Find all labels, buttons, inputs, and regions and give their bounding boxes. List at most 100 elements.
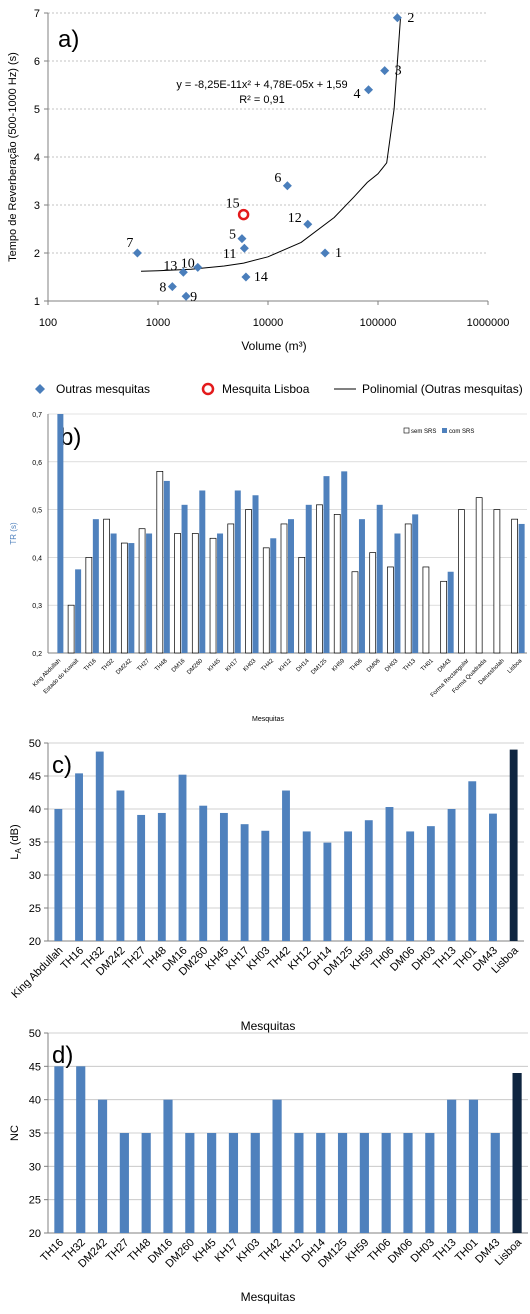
b-bar [369,552,377,654]
d-bar [359,1133,369,1233]
a-point-marker [181,291,191,301]
d-bar [141,1133,151,1233]
b-x-tick-label: KH03 [243,658,258,673]
a-point-marker [303,219,313,229]
b-x-tick-label: DM06 [366,658,382,674]
b-bar [493,509,501,654]
b-x-tick-label: TH13 [402,658,417,673]
a-point-marker [282,181,292,191]
a-legend-label: Mesquita Lisboa [222,382,310,396]
a-point-label: 6 [274,171,281,186]
d-x-axis-label: Mesquitas [241,1290,296,1304]
c-bar [426,826,435,941]
d-bar [447,1099,457,1233]
b-x-axis-label: Mesquitas [252,716,284,723]
a-point-marker [320,248,330,258]
b-x-tick-label: DM43 [437,658,453,674]
c-panel-label: c) [52,752,72,779]
b-bar [298,557,306,654]
b-x-tick-label: KH59 [331,658,346,673]
d-bar [294,1133,304,1233]
b-bar [252,495,259,653]
b-bar [280,523,288,654]
b-x-tick-label: KH45 [207,658,222,673]
d-bar [381,1133,391,1233]
d-bar [163,1099,173,1233]
c-bar [95,751,104,941]
d-x-tick-label: DM06 [386,1237,415,1266]
d-bar [337,1133,348,1233]
b-bar [120,542,128,654]
c-y-axis-label-tail: (dB) [9,824,21,848]
d-bar [207,1133,217,1233]
d-bar [185,1133,195,1233]
b-bar [217,533,224,653]
a-legend-diamond [35,384,45,394]
b-x-tick-label: DM260 [186,658,204,676]
c-bar [178,774,187,941]
a-legend-circle [201,382,215,396]
c-bar [219,812,228,941]
c-bar [240,824,249,941]
a-trendline [140,17,401,272]
b-bar [138,528,146,654]
c-x-tick-label: TH13 [431,945,459,973]
d-x-tick-label: TH16 [39,1237,67,1265]
b-bar [245,509,252,654]
b-bar [518,523,525,653]
b-bar [174,533,181,654]
b-bar [57,414,64,653]
b-bar [333,514,341,654]
c-y-axis-label-sub: A [14,848,23,854]
d-y-tick-label: 20 [29,1228,41,1240]
d-y-tick-label: 30 [29,1161,41,1173]
c-bar [302,831,311,941]
b-bar [156,471,164,654]
c-bar [406,831,415,941]
a-point-label: 12 [288,211,302,226]
d-x-tick-label: TH27 [104,1237,132,1265]
b-y-tick-label: 0,7 [32,412,42,419]
a-y-axis-label: Tempo de Reverberação (500-1000 Hz) (s) [7,52,19,262]
b-bar [387,566,394,654]
d-x-tick-label: TH13 [431,1237,459,1265]
b-legend-label: com SRS [449,429,474,435]
c-bar [54,809,63,941]
b-bar [67,604,75,654]
c-y-tick-label: 25 [29,903,41,915]
d-x-tick-label: KH12 [278,1237,306,1265]
b-bar [394,533,401,653]
c-x-axis-label: Mesquitas [241,1019,296,1033]
a-point-label: 8 [159,281,166,296]
c-bar [447,809,456,941]
b-bar [270,538,277,653]
b-bar [341,471,348,653]
c-x-tick-label: KH59 [348,945,376,973]
b-bar [358,519,365,653]
c-bar [323,842,332,941]
a-point-marker [239,243,249,253]
d-x-tick-label: TH42 [257,1237,285,1265]
c-x-tick-label: TH27 [121,945,149,973]
a-point-label: 14 [254,270,268,285]
b-x-tick-label: DM242 [115,658,133,676]
b-x-tick-label: TH27 [136,658,151,673]
d-bar [54,1066,64,1233]
b-bar [199,490,206,653]
b-bar [376,504,383,653]
b-bar [475,497,483,654]
b-legend-swatch [403,427,410,434]
b-bar [351,571,359,654]
a-point-marker [237,234,247,244]
d-bar [425,1133,435,1233]
b-bar [209,537,217,654]
b-x-tick-label: DM125 [310,658,328,676]
c-bar [199,805,208,941]
b-bar [262,547,270,654]
b-x-tick-label: TH48 [154,658,169,673]
a-y-tick-label: 5 [34,104,40,116]
a-y-tick-label: 7 [34,8,40,20]
c-bar [385,807,394,941]
d-bar [272,1099,282,1233]
b-x-tick-label: DH14 [296,658,312,674]
